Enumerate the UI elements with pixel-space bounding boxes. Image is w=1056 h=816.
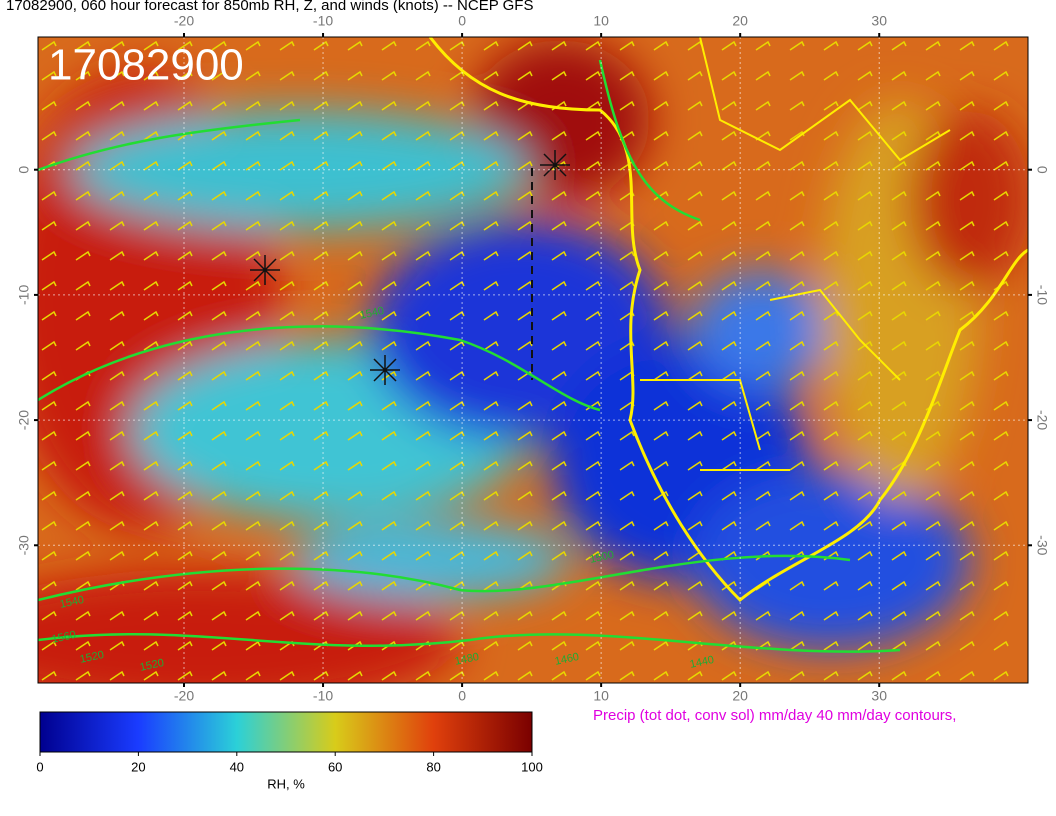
map-frame	[37, 36, 1029, 684]
contour-label: 1500	[589, 549, 615, 566]
y-tick-label-right: 0	[1034, 166, 1050, 174]
contour-label: 1540	[59, 594, 85, 611]
contour-label: 1480	[454, 651, 480, 668]
colorbar-tick-label: 80	[426, 759, 440, 774]
contour-label: 1440	[689, 654, 715, 671]
y-tick-label-left: 0	[16, 166, 32, 174]
x-tick-label-bottom: 0	[458, 688, 466, 704]
x-tick-label-top: 10	[593, 13, 609, 29]
x-tick-label-top: -10	[313, 13, 333, 29]
contour-label: 1520	[139, 657, 165, 674]
colorbar-tick-label: 40	[230, 759, 244, 774]
x-tick-label-bottom: 30	[871, 688, 887, 704]
y-tick-label-left: -30	[16, 535, 32, 555]
contour-label: 1540	[359, 305, 385, 322]
y-tick-label-right: -30	[1034, 535, 1050, 555]
x-tick-label-top: 30	[871, 13, 887, 29]
y-tick-label-left: -10	[16, 285, 32, 305]
colorbar-tick-label: 20	[131, 759, 145, 774]
colorbar-label: RH, %	[267, 776, 305, 791]
y-tick-label-left: -20	[16, 410, 32, 430]
colorbar-axis: 0 20 40 60 80 100	[36, 752, 543, 774]
y-tick-label-right: -10	[1034, 285, 1050, 305]
y-tick-label-right: -20	[1034, 410, 1050, 430]
time-stamp: 17082900	[48, 41, 244, 90]
x-tick-label-bottom: -20	[174, 688, 194, 704]
colorbar	[39, 711, 533, 753]
title: 17082900, 060 hour forecast for 850mb RH…	[6, 0, 533, 14]
contour-label: 1560	[51, 629, 77, 646]
caption: Precip (tot dot, conv sol) mm/day 40 mm/…	[593, 707, 956, 724]
colorbar-tick-label: 60	[328, 759, 342, 774]
contour-label: 1520	[79, 649, 105, 666]
x-tick-label-bottom: 20	[732, 688, 748, 704]
contour-label: 1460	[554, 651, 580, 668]
axes: -20 -20 -10 -10 0 0 10 10 20 20 30 30 0 0 -10 -10 -20 -20…	[16, 13, 1051, 704]
x-tick-label-top: 0	[458, 13, 466, 29]
x-tick-label-top: 20	[732, 13, 748, 29]
x-tick-label-bottom: 10	[593, 688, 609, 704]
x-tick-label-bottom: -10	[313, 688, 333, 704]
markers	[250, 150, 570, 385]
colorbar-tick-label: 100	[521, 759, 543, 774]
colorbar-tick-label: 0	[36, 759, 43, 774]
map-field	[38, 37, 1028, 683]
x-tick-label-top: -20	[174, 13, 194, 29]
